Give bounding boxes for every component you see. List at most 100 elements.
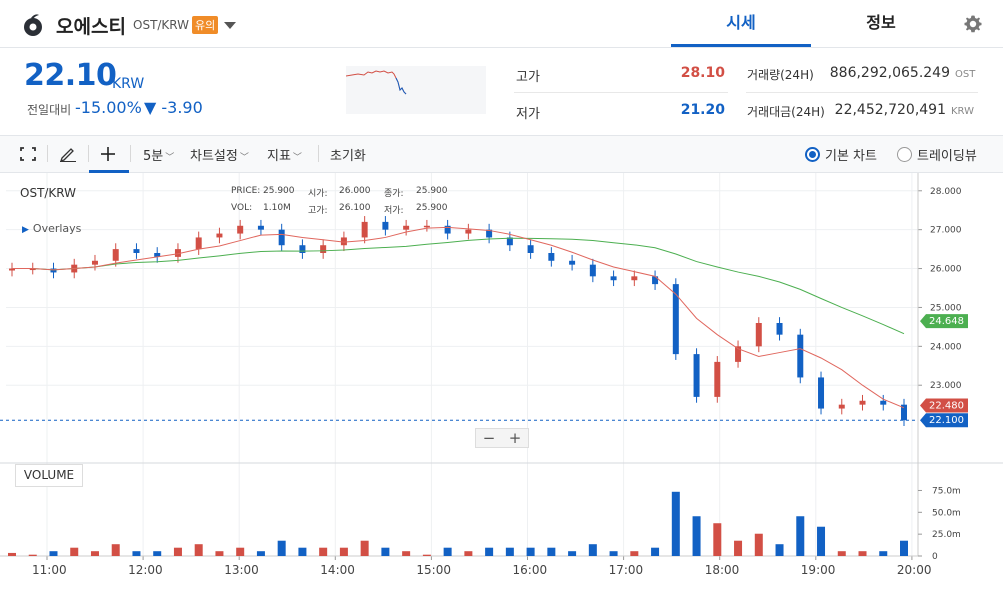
ohlc-vol-label: VOL:: [231, 203, 253, 213]
candle-body: [403, 225, 410, 230]
toolbar-divider: [47, 145, 48, 162]
candle-body: [776, 323, 783, 335]
volume-bar: [28, 554, 37, 556]
indicators-menu[interactable]: 지표 ﹀: [267, 145, 302, 164]
zoom-out-button[interactable]: −: [482, 429, 496, 447]
candle-body: [631, 276, 638, 281]
ma-fast-tag-bg: [920, 398, 968, 413]
volume-bar: [754, 533, 763, 556]
candle-body: [465, 229, 472, 234]
ma-slow-line: [12, 237, 905, 335]
volume-bar: [547, 547, 556, 556]
time-tick-label: 14:00: [320, 563, 355, 577]
fullscreen-icon[interactable]: [20, 147, 36, 161]
volume-bar: [256, 551, 265, 556]
gear-icon[interactable]: [963, 14, 983, 34]
candle-body: [278, 229, 285, 246]
time-tick-label: 11:00: [32, 563, 67, 577]
radio-basic-chart-label[interactable]: 기본 차트: [825, 149, 877, 164]
price-summary: 22.10 KRW 전일대비 -15.00% ▼ -3.90 고가 28.10 …: [0, 48, 1003, 136]
candle-body: [589, 264, 596, 277]
chart-settings-menu[interactable]: 차트설정 ﹀: [190, 145, 249, 164]
radio-tradingview-label[interactable]: 트레이딩뷰: [917, 149, 977, 164]
tab-info[interactable]: 정보: [866, 13, 896, 32]
candle-body: [299, 245, 306, 253]
amount-unit: KRW: [951, 106, 974, 117]
stat-divider: [514, 92, 728, 93]
mini-chart: [346, 66, 486, 114]
volume-value: 886,292,065.249: [829, 65, 950, 81]
change-label: 전일대비: [27, 103, 72, 117]
candle-body: [50, 268, 57, 273]
candle-body: [693, 354, 700, 397]
high-label: 고가: [516, 70, 540, 85]
price-tick-label: 27.000: [930, 226, 962, 236]
low-label: 저가: [516, 107, 540, 122]
time-tick-label: 13:00: [224, 563, 259, 577]
ohlc-vol: 1.10M: [263, 203, 291, 213]
header: 오에스티 OST/KRW 유의 시세 정보: [0, 0, 1003, 48]
overlays-toggle[interactable]: ▶ Overlays: [22, 222, 81, 235]
volume-label: 거래량(24H): [747, 68, 814, 82]
ohlc-close-label: 종가:: [384, 189, 404, 199]
price-chart[interactable]: 28.000 27.000 26.000 25.000 24.000 23.000 11:0…: [0, 173, 1003, 591]
ohlc-high-label: 고가:: [308, 206, 328, 216]
ma-slow-tag: 24.648: [929, 316, 964, 327]
volume-bar: [796, 516, 805, 556]
coin-dropdown-icon[interactable]: [224, 22, 236, 29]
candle-body: [216, 233, 223, 238]
price-tick-label: 25.000: [930, 303, 962, 313]
toolbar-divider: [318, 145, 319, 162]
candle-body: [361, 221, 368, 238]
interval-label: 5분: [143, 149, 164, 164]
candle-body: [880, 400, 887, 405]
price-tick-label: 23.000: [930, 381, 962, 391]
candle-body: [901, 404, 907, 421]
candle-body: [735, 346, 742, 362]
reset-button[interactable]: 초기화: [330, 149, 366, 164]
candle-body: [652, 276, 659, 285]
radio-basic-chart[interactable]: [805, 147, 820, 162]
volume-bar: [402, 551, 411, 556]
candle-body: [672, 284, 679, 355]
ohlc-low-label: 저가:: [384, 206, 404, 216]
zoom-in-button[interactable]: +: [508, 429, 522, 447]
time-tick-label: 16:00: [513, 563, 548, 577]
volume-bar: [505, 547, 514, 556]
volume-bar: [173, 547, 182, 556]
amount-value: 22,452,720,491: [834, 102, 946, 118]
candle-body: [527, 245, 534, 253]
volume-bar: [443, 547, 452, 556]
tab-market-price[interactable]: 시세: [671, 0, 811, 47]
candle-body: [112, 249, 119, 261]
candle-body: [257, 225, 264, 230]
volume-button[interactable]: VOLUME: [15, 464, 83, 487]
candle-body: [486, 229, 493, 238]
chart-canvas[interactable]: 28.000 27.000 26.000 25.000 24.000 23.000 11:0…: [0, 173, 1003, 591]
pencil-icon[interactable]: [59, 146, 77, 162]
volume-bar: [132, 551, 141, 556]
candle-body: [237, 225, 244, 234]
current-price-tag-bg: [920, 413, 968, 428]
chart-pair-label: OST/KRW: [20, 186, 77, 200]
volume-tick-label: 75.0m: [932, 486, 961, 496]
time-tick-label: 12:00: [128, 563, 163, 577]
interval-select[interactable]: 5분 ﹀: [143, 145, 174, 164]
volume-bar: [485, 547, 494, 556]
volume-bar: [775, 544, 784, 556]
volume-bar: [194, 544, 203, 556]
radio-tradingview[interactable]: [897, 147, 912, 162]
volume-bar: [692, 516, 701, 556]
volume-bar: [526, 547, 535, 556]
zoom-control: − +: [475, 428, 529, 448]
candle-body: [610, 276, 617, 281]
current-price: 22.10: [24, 58, 117, 93]
candle-body: [340, 237, 347, 246]
ma-fast-tag: 22.480: [929, 400, 964, 411]
volume-bar: [734, 540, 743, 556]
crosshair-icon[interactable]: [100, 146, 116, 162]
chart-settings-label: 차트설정: [190, 149, 238, 164]
volume-bar: [298, 547, 307, 556]
price-tick-label: 26.000: [930, 265, 962, 275]
volume-bar: [879, 551, 888, 556]
